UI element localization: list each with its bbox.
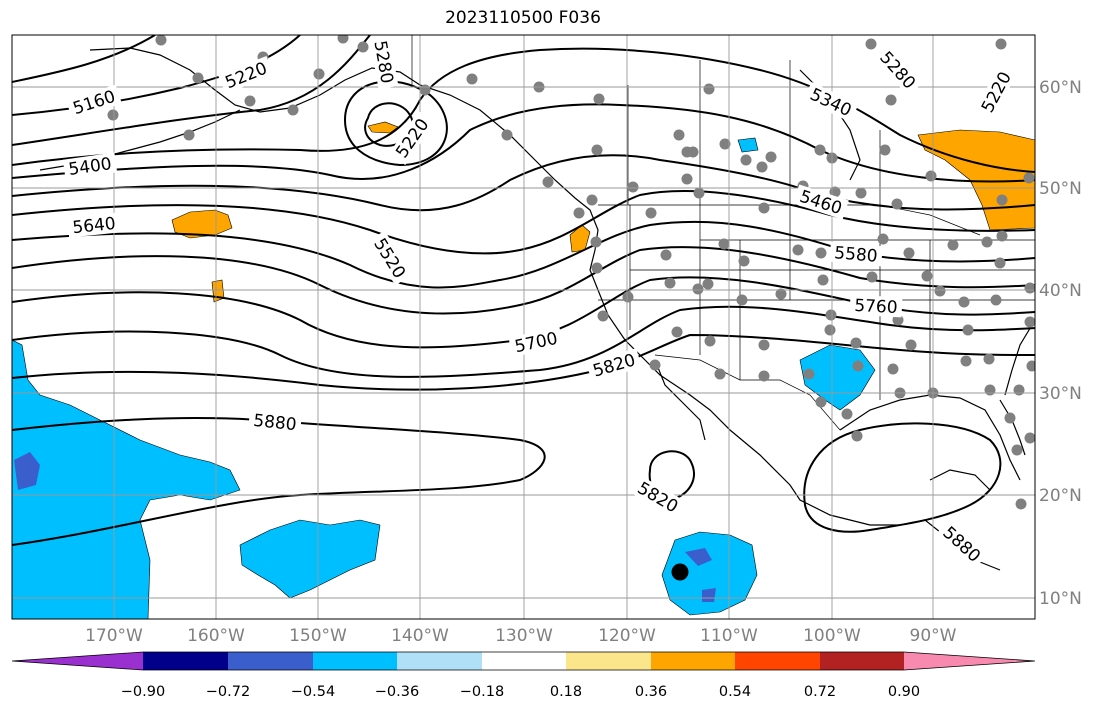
lon-tick-label: 150°W <box>289 626 347 646</box>
longitude-axis: 170°W 160°W 150°W 140°W 130°W 120°W 110°… <box>85 626 957 646</box>
colorbar-outline <box>11 651 1036 671</box>
lon-tick-label: 120°W <box>598 626 656 646</box>
gridlines <box>12 35 1035 619</box>
contour-5760 <box>12 305 1035 378</box>
colorbar-bin <box>228 652 313 670</box>
pacific-northwest-coast <box>419 84 1001 571</box>
lon-tick-label: 160°W <box>187 626 245 646</box>
colorbar-bin <box>313 652 397 670</box>
east-coast <box>1004 319 1035 396</box>
colorbar-bin <box>566 652 651 670</box>
lon-tick-label: 110°W <box>700 626 758 646</box>
colorbar-bin <box>735 652 820 670</box>
colorbar-bin <box>820 652 904 670</box>
negative-region-hawaii <box>239 519 381 599</box>
colorbar-tick-label: 0.36 <box>635 684 667 700</box>
canada-provinces <box>627 60 881 205</box>
deep-negative-eastpacific <box>685 548 716 602</box>
colorbar-bin <box>143 652 228 670</box>
colorbar-tick-label: −0.90 <box>121 684 165 700</box>
map-frame <box>11 34 1036 620</box>
contour-5280-low <box>343 80 448 167</box>
highlight-marker <box>671 563 689 581</box>
colorbar-extend-min <box>12 652 143 670</box>
contour-5880-pacific <box>12 417 546 546</box>
colorbar-bin <box>651 652 735 670</box>
map-background <box>12 35 1035 619</box>
colorbar-tick-label: 0.54 <box>719 684 751 700</box>
colorbar-bin <box>397 652 482 670</box>
latitude-axis: 10°N 20°N 30°N 40°N 50°N 60°N <box>1039 78 1082 609</box>
station-dots <box>107 35 1035 510</box>
contour-label: 5760 <box>854 296 898 318</box>
contour-5400 <box>12 103 1035 183</box>
colorbar-tick-label: 0.90 <box>888 684 920 700</box>
lat-tick-label: 30°N <box>1039 384 1082 404</box>
contour-5280-alaska <box>12 35 371 146</box>
lat-tick-label: 20°N <box>1039 486 1082 506</box>
positive-region-alaska <box>367 121 399 134</box>
lat-tick-label: 40°N <box>1039 281 1082 301</box>
contour-5880-gulf <box>803 422 1002 533</box>
florida <box>999 399 1026 456</box>
contour-label: 5580 <box>833 243 878 267</box>
colorbar-tick-label: −0.54 <box>291 684 335 700</box>
deep-negative-patch <box>14 452 40 490</box>
colorbar-bin <box>482 652 566 670</box>
colorbar-tick-label: −0.36 <box>375 684 419 700</box>
political-borders <box>411 35 1035 431</box>
contour-5160 <box>12 35 156 83</box>
colorbar-tick-label: −0.72 <box>206 684 250 700</box>
contour-label: 5880 <box>252 411 297 435</box>
contour-5340 <box>12 47 1035 173</box>
colorbar-extend-max <box>904 652 1035 670</box>
alaska-coast <box>89 47 421 113</box>
lon-tick-label: 90°W <box>910 626 957 646</box>
yucatan <box>929 469 991 491</box>
colorbar-tick-label: 0.72 <box>804 684 836 700</box>
lon-tick-label: 140°W <box>391 626 449 646</box>
shaded-field <box>12 121 1035 619</box>
colorbar-tick-label: 0.18 <box>550 684 582 700</box>
us-mexico-border <box>654 354 841 431</box>
plot-title: 2023110500 F036 <box>445 8 601 28</box>
gulf-coast <box>839 394 1021 481</box>
negative-region-southwest <box>12 339 241 619</box>
lon-tick-label: 130°W <box>495 626 553 646</box>
lat-tick-label: 60°N <box>1039 78 1082 98</box>
lat-tick-label: 50°N <box>1039 179 1082 199</box>
contour-5520 <box>12 190 1035 255</box>
contour-label: 5640 <box>72 214 117 238</box>
colorbar-tick-label: −0.18 <box>460 684 504 700</box>
lat-tick-label: 10°N <box>1039 589 1082 609</box>
colorbar: −0.90 −0.72 −0.54 −0.36 −0.18 0.18 0.36 … <box>11 651 1036 700</box>
baja-california <box>654 359 706 441</box>
lon-tick-label: 100°W <box>803 626 861 646</box>
lon-tick-label: 170°W <box>85 626 143 646</box>
negative-region-canada <box>737 137 759 153</box>
coastlines <box>39 47 1035 571</box>
